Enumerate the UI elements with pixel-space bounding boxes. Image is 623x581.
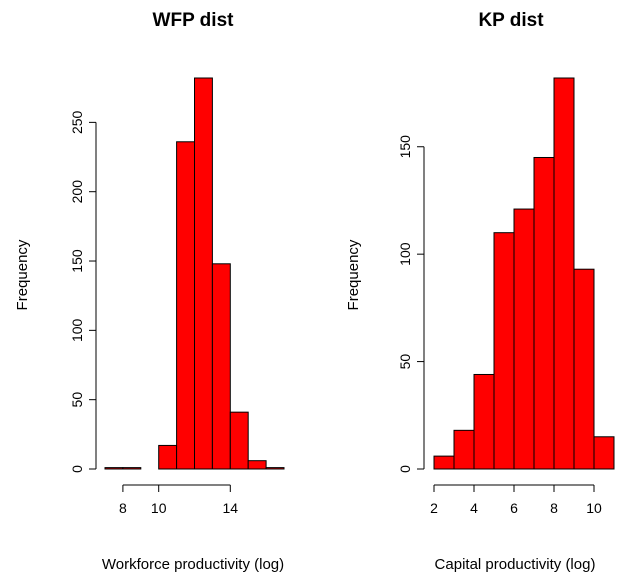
kp-y-tick-label: 100 [397, 242, 413, 266]
kp-bar [453, 429, 475, 470]
kp-bar [513, 208, 535, 470]
wfp-x-tick-label: 8 [119, 500, 127, 516]
kp-x-tick-label: 2 [430, 500, 438, 516]
kp-bar [553, 77, 575, 470]
kp-x-tick-label: 4 [470, 500, 478, 516]
kp-bar [573, 268, 595, 470]
kp-y-tick-label: 50 [397, 354, 413, 370]
wfp-bar [176, 141, 196, 470]
kp-y-axis: 0 50 100 150 [397, 135, 425, 473]
wfp-y-tick-label: 0 [69, 465, 85, 473]
kp-bar [473, 373, 495, 470]
wfp-bars [104, 77, 285, 470]
kp-x-tick-label: 10 [586, 500, 602, 516]
wfp-y-tick-label: 250 [69, 110, 85, 134]
wfp-chart-title: WFP dist [153, 10, 235, 31]
wfp-bar [104, 467, 124, 470]
wfp-bar [122, 467, 142, 470]
kp-bars [433, 77, 615, 470]
kp-y-tick-label: 0 [397, 465, 413, 473]
kp-y-tick-label: 150 [397, 135, 413, 159]
wfp-y-axis-label: Frequency [14, 239, 31, 310]
kp-x-tick-label: 6 [510, 500, 518, 516]
kp-bar [533, 156, 555, 470]
kp-histogram-panel: KP dist 0 50 100 150 2 4 6 8 10 Frequency Capit… [345, 10, 615, 573]
wfp-y-tick-label: 150 [69, 249, 85, 273]
kp-chart-title: KP dist [478, 10, 544, 31]
wfp-y-tick-label: 200 [69, 180, 85, 204]
wfp-x-tick-label: 10 [151, 500, 167, 516]
wfp-histogram-panel: WFP dist 0 50 100 150 200 250 8 10 14 Frequency… [14, 10, 285, 573]
wfp-bar [229, 411, 249, 470]
kp-x-axis-label: Capital productivity (log) [435, 556, 596, 573]
kp-bar [593, 436, 615, 470]
kp-x-tick-label: 8 [550, 500, 558, 516]
wfp-bar [247, 460, 267, 470]
wfp-y-tick-label: 50 [69, 392, 85, 408]
kp-bar [493, 232, 515, 470]
wfp-bar [265, 467, 285, 470]
wfp-bar [194, 77, 213, 470]
wfp-y-tick-label: 100 [69, 318, 85, 342]
kp-bar [433, 455, 455, 470]
wfp-x-axis: 8 10 14 [119, 484, 239, 516]
wfp-x-tick-label: 14 [223, 500, 239, 516]
wfp-x-axis-label: Workforce productivity (log) [102, 556, 284, 573]
wfp-bar [158, 444, 178, 470]
wfp-y-axis: 0 50 100 150 200 250 [69, 110, 97, 473]
kp-x-axis: 2 4 6 8 10 [430, 484, 602, 516]
wfp-bar [211, 263, 231, 470]
kp-y-axis-label: Frequency [345, 239, 362, 310]
